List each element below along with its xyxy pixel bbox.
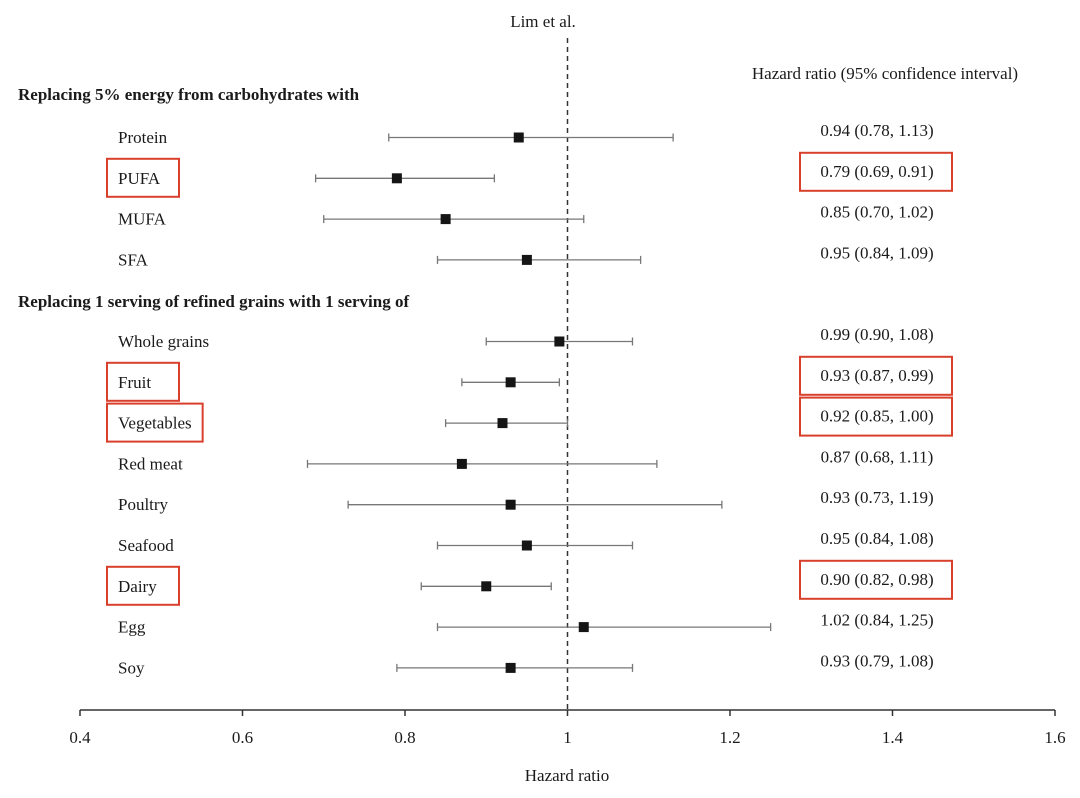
label-highlight-box [106,402,204,443]
value-highlight-box [799,355,953,396]
row-value-text: 0.94 (0.78, 1.13) [820,121,933,140]
value-highlight-box [799,559,953,600]
x-tick-label: 0.6 [232,728,253,747]
x-tick-label: 1.6 [1044,728,1065,747]
row-label: Red meat [118,454,183,473]
row-value-text: 0.95 (0.84, 1.09) [820,243,933,262]
x-axis-label: Hazard ratio [525,766,609,785]
value-column-header: Hazard ratio (95% confidence interval) [752,64,1018,83]
row-label: Protein [118,128,168,147]
forest-row: Whole grains 0.99 (0.90, 1.08) [118,325,934,351]
point-estimate [578,622,589,633]
point-estimate [497,418,508,429]
forest-row: Soy 0.93 (0.79, 1.08) [118,651,934,677]
row-label: Vegetables [118,414,192,433]
forest-row: SFA 0.95 (0.84, 1.09) [118,243,934,269]
forest-row: Poultry 0.93 (0.73, 1.19) [118,488,934,514]
point-estimate [505,662,516,673]
forest-row: Fruit 0.93 (0.87, 0.99) [106,355,953,402]
point-estimate [456,458,467,469]
section-title: Replacing 5% energy from carbohydrates w… [18,85,360,104]
row-value-text: 0.87 (0.68, 1.11) [821,447,934,466]
row-value-text: 0.79 (0.69, 0.91) [820,162,933,181]
forest-row: Red meat 0.87 (0.68, 1.11) [118,447,933,473]
row-label: Whole grains [118,332,209,351]
point-estimate [391,173,402,184]
point-estimate [505,377,516,388]
point-estimate [481,581,492,592]
row-label: PUFA [118,169,161,188]
x-tick-label: 0.8 [394,728,415,747]
row-label: Dairy [118,577,157,596]
row-label: Fruit [118,373,151,392]
forest-row: PUFA 0.79 (0.69, 0.91) [106,151,953,198]
point-estimate [554,336,565,347]
row-value-text: 0.85 (0.70, 1.02) [820,203,933,222]
point-estimate [505,499,516,510]
row-value-text: 0.95 (0.84, 1.08) [820,529,933,548]
point-estimate [521,254,532,265]
label-highlight-box [106,157,180,198]
row-value-text: 1.02 (0.84, 1.25) [820,611,933,630]
forest-row: MUFA 0.85 (0.70, 1.02) [118,203,934,229]
label-highlight-box [106,361,180,402]
forest-row: Vegetables 0.92 (0.85, 1.00) [106,396,953,443]
x-tick-label: 0.4 [69,728,91,747]
forest-row: Egg 1.02 (0.84, 1.25) [118,611,934,637]
label-highlight-box [106,565,180,606]
row-value-text: 0.92 (0.85, 1.00) [820,407,933,426]
point-estimate [513,132,524,143]
x-tick-label: 1.2 [719,728,740,747]
point-estimate [440,214,451,225]
forest-row: Dairy 0.90 (0.82, 0.98) [106,559,953,606]
value-highlight-box [799,396,953,437]
x-tick-label: 1 [563,728,572,747]
running-head: Lim et al. [510,12,576,31]
row-value-text: 0.99 (0.90, 1.08) [820,325,933,344]
forest-row: Seafood 0.95 (0.84, 1.08) [118,529,934,555]
row-value-text: 0.93 (0.79, 1.08) [820,651,933,670]
row-label: Soy [118,658,145,677]
row-value-text: 0.93 (0.73, 1.19) [820,488,933,507]
row-label: Egg [118,618,146,637]
point-estimate [521,540,532,551]
value-highlight-box [799,151,953,192]
row-label: Seafood [118,536,174,555]
row-value-text: 0.90 (0.82, 0.98) [820,570,933,589]
forest-row: Protein 0.94 (0.78, 1.13) [118,121,934,147]
row-label: MUFA [118,210,167,229]
section-title: Replacing 1 serving of refined grains wi… [18,292,409,311]
row-label: Poultry [118,495,169,514]
x-tick-label: 1.4 [882,728,904,747]
row-label: SFA [118,250,149,269]
row-value-text: 0.93 (0.87, 0.99) [820,366,933,385]
